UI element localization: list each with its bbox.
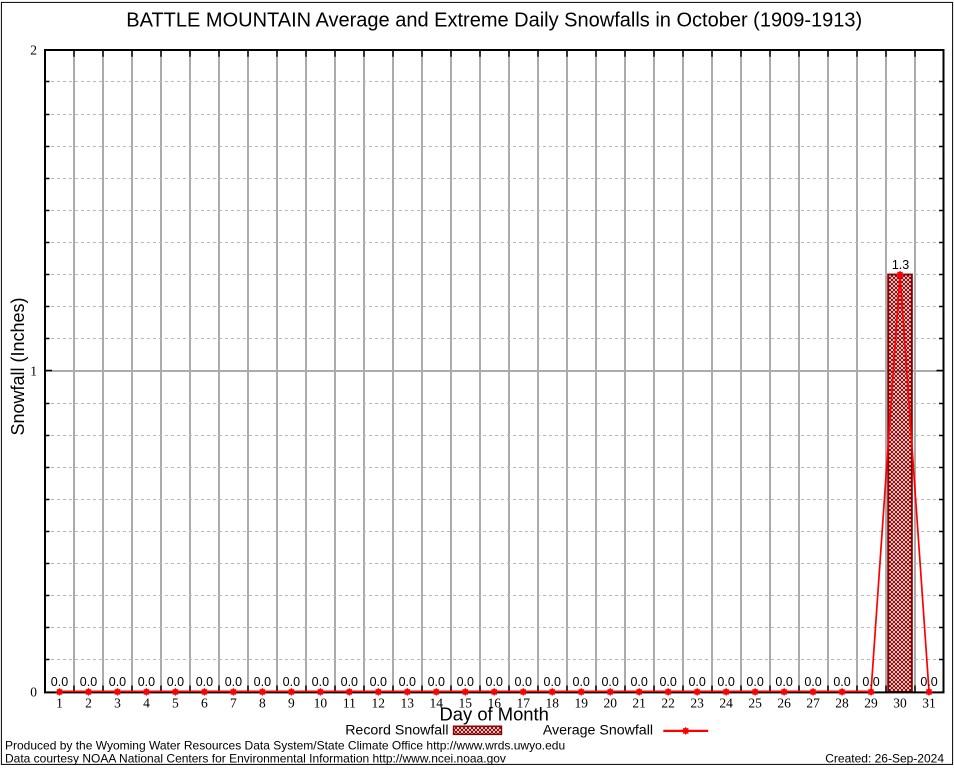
svg-text:28: 28 — [835, 695, 849, 710]
svg-text:0.0: 0.0 — [254, 675, 271, 689]
svg-text:0.0: 0.0 — [515, 675, 532, 689]
svg-text:0.0: 0.0 — [428, 675, 445, 689]
svg-text:24: 24 — [719, 695, 733, 710]
svg-text:0.0: 0.0 — [225, 675, 242, 689]
svg-text:0.0: 0.0 — [573, 675, 590, 689]
svg-text:0.0: 0.0 — [775, 675, 792, 689]
svg-text:31: 31 — [922, 695, 936, 710]
svg-text:0: 0 — [30, 685, 37, 700]
svg-text:0.0: 0.0 — [312, 675, 329, 689]
svg-text:22: 22 — [661, 695, 675, 710]
svg-text:14: 14 — [430, 695, 444, 710]
svg-text:0.0: 0.0 — [138, 675, 155, 689]
svg-text:25: 25 — [748, 695, 762, 710]
svg-text:1: 1 — [56, 695, 63, 710]
svg-text:0.0: 0.0 — [544, 675, 561, 689]
svg-text:0.0: 0.0 — [341, 675, 358, 689]
svg-text:Average Snowfall: Average Snowfall — [543, 723, 653, 739]
svg-text:0.0: 0.0 — [804, 675, 821, 689]
svg-text:11: 11 — [343, 695, 356, 710]
svg-text:0.0: 0.0 — [167, 675, 184, 689]
svg-text:6: 6 — [201, 695, 208, 710]
svg-text:0.0: 0.0 — [717, 675, 734, 689]
svg-text:Record Snowfall: Record Snowfall — [345, 723, 448, 739]
svg-text:0.0: 0.0 — [659, 675, 676, 689]
svg-text:3: 3 — [114, 695, 121, 710]
svg-text:0.0: 0.0 — [920, 675, 937, 689]
svg-text:27: 27 — [806, 695, 820, 710]
svg-text:0.0: 0.0 — [370, 675, 387, 689]
svg-text:Created: 26-Sep-2024: Created: 26-Sep-2024 — [825, 751, 944, 765]
svg-text:0.0: 0.0 — [457, 675, 474, 689]
svg-text:7: 7 — [230, 695, 237, 710]
svg-text:0.0: 0.0 — [109, 675, 126, 689]
svg-text:0.0: 0.0 — [746, 675, 763, 689]
svg-text:12: 12 — [372, 695, 386, 710]
svg-text:0.0: 0.0 — [630, 675, 647, 689]
svg-text:13: 13 — [401, 695, 415, 710]
svg-text:2: 2 — [85, 695, 92, 710]
svg-text:0.0: 0.0 — [688, 675, 705, 689]
svg-text:8: 8 — [259, 695, 266, 710]
svg-text:Day of Month: Day of Month — [440, 703, 549, 724]
svg-text:4: 4 — [143, 695, 150, 710]
svg-text:BATTLE MOUNTAIN Average and Ex: BATTLE MOUNTAIN Average and Extreme Dail… — [126, 10, 862, 32]
svg-text:0.0: 0.0 — [833, 675, 850, 689]
svg-text:0.0: 0.0 — [486, 675, 503, 689]
svg-text:16: 16 — [488, 695, 502, 710]
svg-text:Data courtesy NOAA National Ce: Data courtesy NOAA National Centers for … — [5, 751, 506, 765]
svg-text:29: 29 — [864, 695, 878, 710]
svg-text:15: 15 — [459, 695, 473, 710]
svg-text:0.0: 0.0 — [283, 675, 300, 689]
svg-text:5: 5 — [172, 695, 179, 710]
svg-text:10: 10 — [314, 695, 328, 710]
svg-text:19: 19 — [574, 695, 588, 710]
svg-text:18: 18 — [545, 695, 559, 710]
svg-text:0.0: 0.0 — [80, 675, 97, 689]
svg-text:17: 17 — [516, 695, 530, 710]
svg-text:0.0: 0.0 — [399, 675, 416, 689]
svg-text:2: 2 — [30, 42, 37, 57]
svg-text:26: 26 — [777, 695, 791, 710]
svg-text:Snowfall (Inches): Snowfall (Inches) — [8, 297, 28, 435]
svg-text:1.3: 1.3 — [892, 258, 909, 272]
svg-text:9: 9 — [288, 695, 295, 710]
svg-text:23: 23 — [690, 695, 704, 710]
svg-text:0.0: 0.0 — [196, 675, 213, 689]
svg-text:0.0: 0.0 — [51, 675, 68, 689]
svg-text:30: 30 — [893, 695, 907, 710]
svg-text:21: 21 — [632, 695, 646, 710]
svg-text:1: 1 — [30, 363, 37, 378]
svg-text:0.0: 0.0 — [862, 675, 879, 689]
svg-text:Produced by the Wyoming Water: Produced by the Wyoming Water Resources … — [5, 739, 565, 753]
svg-text:0.0: 0.0 — [601, 675, 618, 689]
svg-text:20: 20 — [603, 695, 617, 710]
